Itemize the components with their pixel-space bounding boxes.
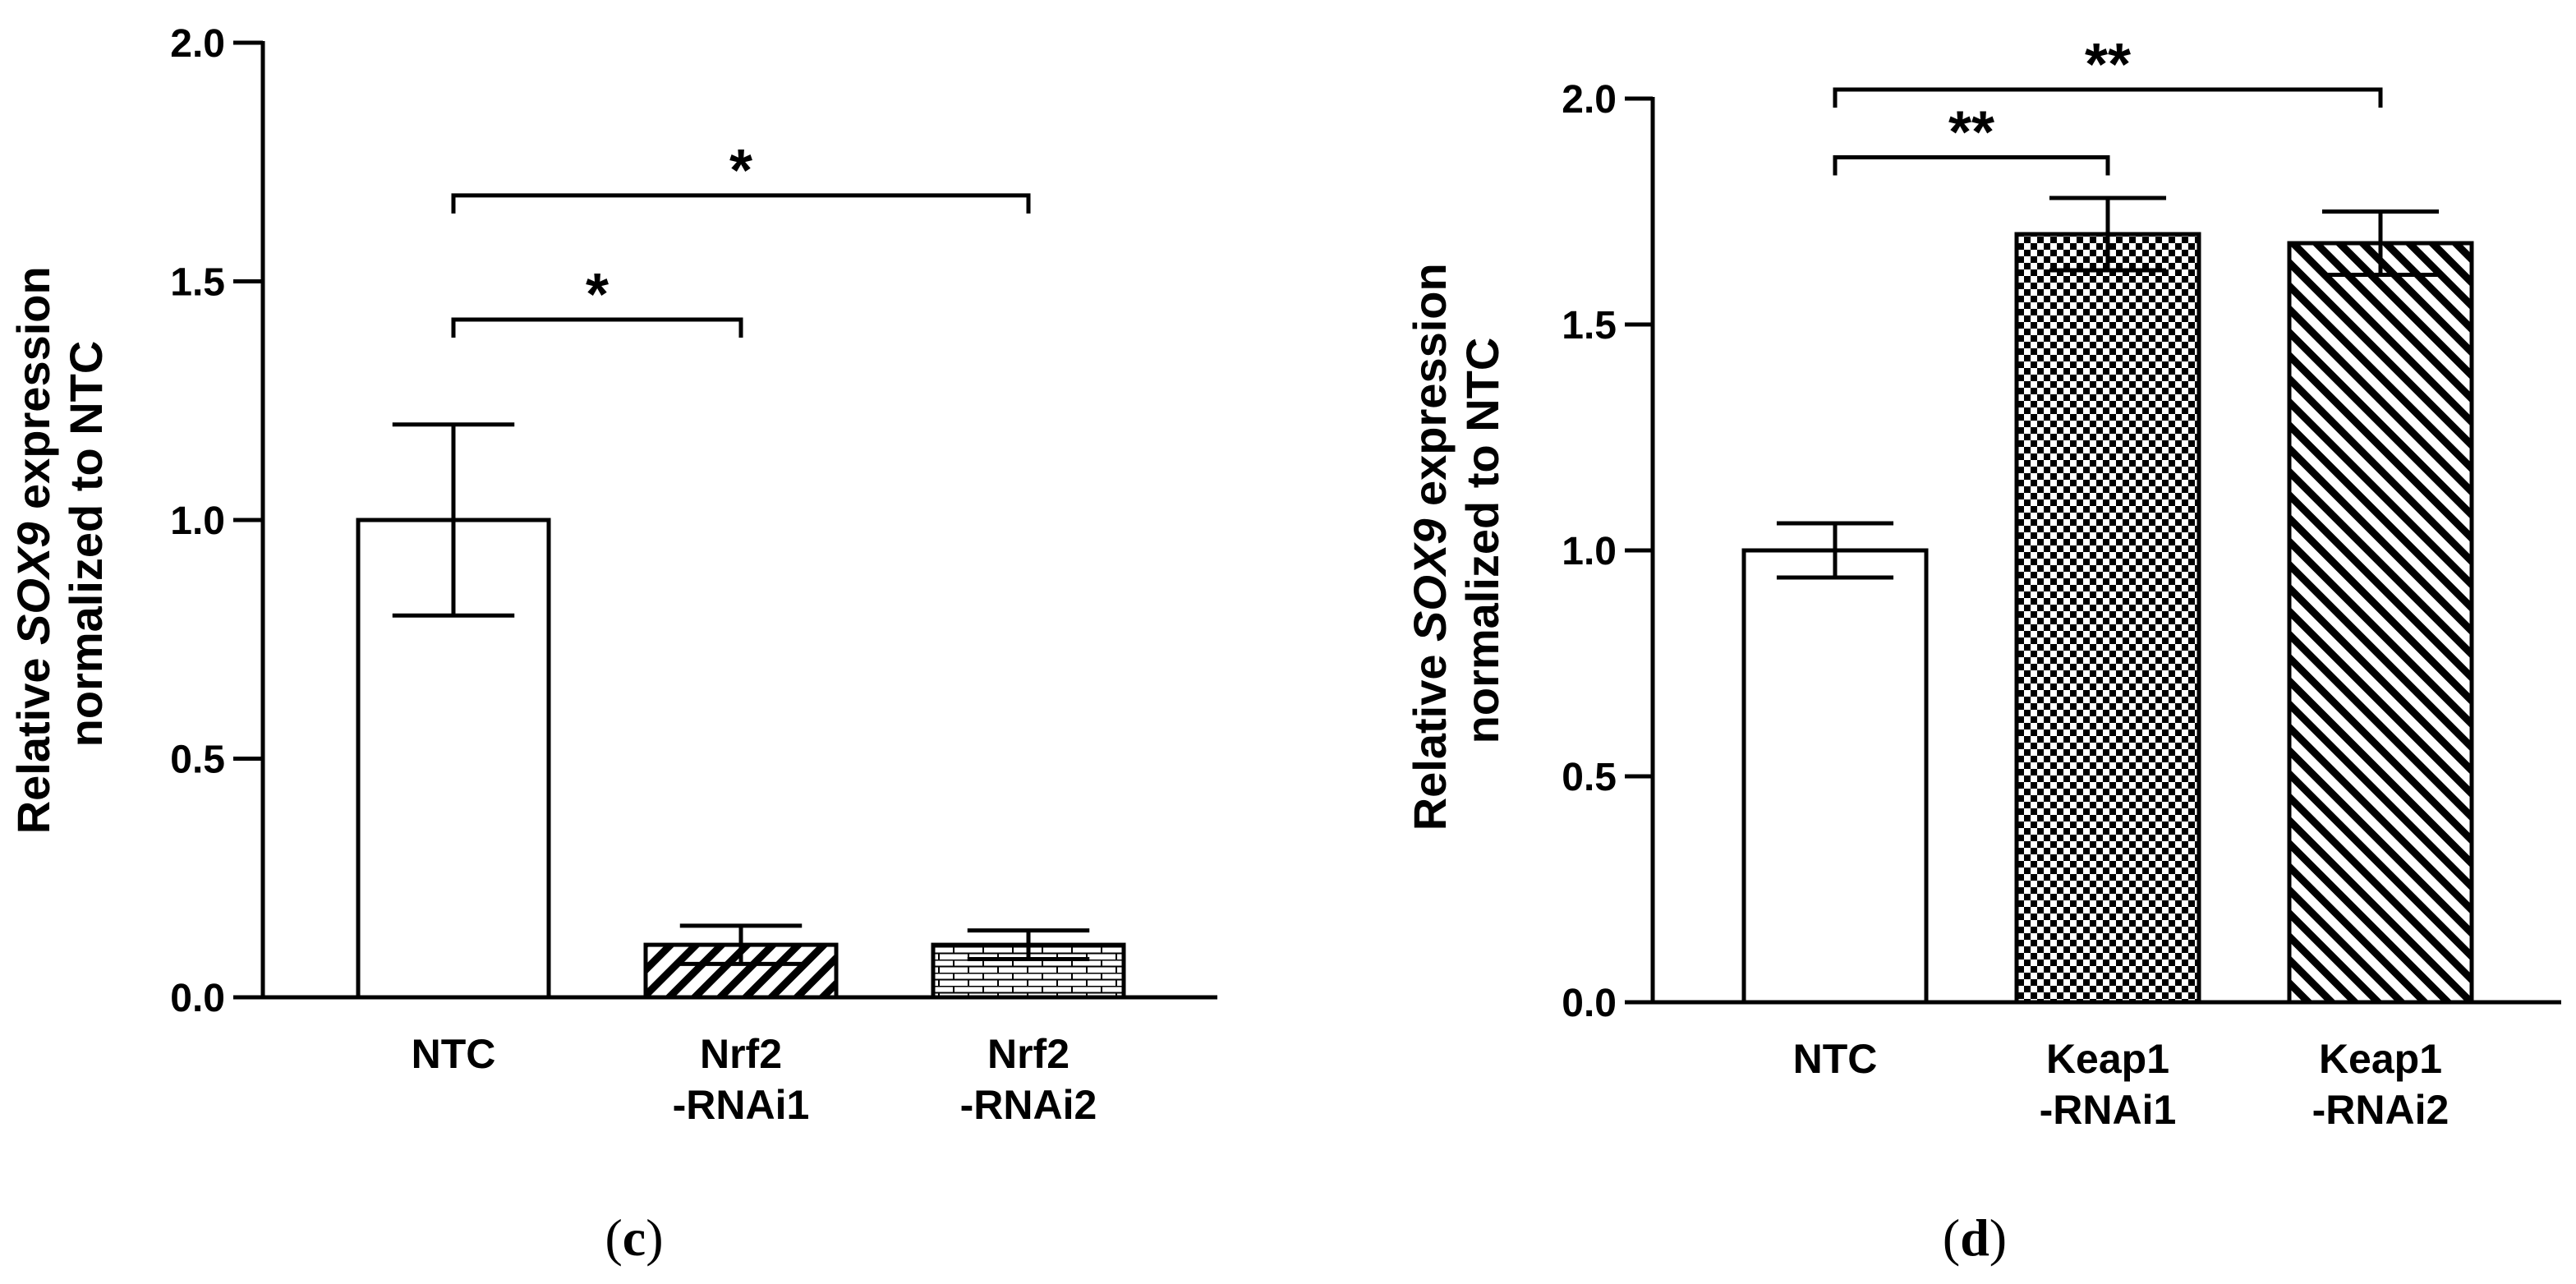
panel-c-category-label: Nrf2 -RNAi1 — [673, 1031, 810, 1128]
panel-d-bar — [2287, 241, 2474, 1005]
panel-c-category-label: NTC — [412, 1031, 496, 1077]
panel-d-category-label: Keap1 -RNAi1 — [2040, 1036, 2177, 1133]
panel-d-y-ticks: 0.0 0.5 1.0 1.5 2.0 — [1562, 78, 1653, 1025]
panel-c-category-label: Nrf2 -RNAi2 — [960, 1031, 1097, 1128]
panel-d-category-labels: NTC Keap1 -RNAi1 Keap1 -RNAi2 — [1793, 1036, 2450, 1133]
panel-d-significance: ** ** — [1833, 32, 2383, 176]
panel-d-y-tick-label: 1.0 — [1562, 530, 1617, 573]
panel-d-significance-marker: ** — [2085, 32, 2131, 98]
panel-c-y-tick-label: 0.0 — [170, 977, 225, 1020]
panel-c-category-labels: NTC Nrf2 -RNAi1 Nrf2 -RNAi2 — [412, 1031, 1097, 1128]
panel-label-d: (d) — [1943, 1208, 2007, 1267]
panel-d-bars — [1741, 232, 2474, 1005]
panel-d-bar — [2014, 232, 2201, 1005]
panel-d-significance-bracket — [1833, 155, 2110, 176]
panel-c-significance: ** — [451, 138, 1031, 338]
panel-d-y-tick-label: 0.0 — [1562, 982, 1617, 1025]
panel-c-y-axis-title: Relative SOX9 expression normalized to N… — [7, 254, 112, 835]
panel-c-significance-bracket — [451, 193, 1031, 214]
panel-c-y-ticks: 0.0 0.5 1.0 1.5 2.0 — [170, 22, 263, 1020]
panel-d-y-tick-label: 2.0 — [1562, 78, 1617, 122]
panel-d-y-axis-title: Relative SOX9 expression normalized to N… — [1404, 251, 1508, 831]
panel-c-y-tick-label: 0.5 — [170, 739, 225, 782]
panel-c-y-tick-label: 1.5 — [170, 261, 225, 305]
panel-d-chart: 0.0 0.5 1.0 1.5 2.0 NTC Keap1 -RNAi1 Keap1 -RNAi… — [1404, 32, 2561, 1133]
panel-c-y-tick-label: 2.0 — [170, 22, 225, 66]
panel-c-significance-marker: * — [729, 138, 752, 204]
panel-c-error-bars — [392, 422, 1090, 966]
panel-d-category-label: Keap1 -RNAi2 — [2312, 1036, 2450, 1133]
panel-label-c: (c) — [605, 1208, 663, 1267]
panel-d-significance-marker: ** — [1948, 100, 1994, 166]
panel-c-significance-marker: * — [586, 262, 609, 328]
panel-c-y-tick-label: 1.0 — [170, 499, 225, 543]
panel-c-significance-bracket — [451, 317, 743, 338]
panel-d-bar — [1741, 548, 1929, 1005]
panel-d-y-tick-label: 1.5 — [1562, 304, 1617, 347]
panel-d-significance-bracket — [1833, 87, 2383, 108]
panel-d-error-bars — [1776, 196, 2440, 580]
panel-d-y-tick-label: 0.5 — [1562, 756, 1617, 799]
panel-d-category-label: NTC — [1793, 1036, 1878, 1082]
